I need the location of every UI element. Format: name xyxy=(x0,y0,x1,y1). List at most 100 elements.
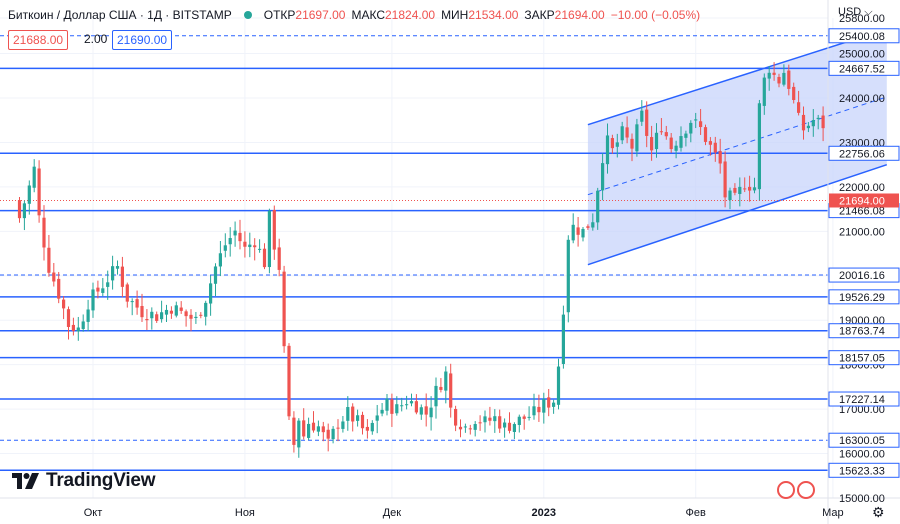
candle-body xyxy=(654,132,659,150)
candle-body xyxy=(439,386,443,390)
candle-body xyxy=(605,135,610,165)
candle-body xyxy=(331,428,335,440)
candle-body xyxy=(253,245,257,248)
current-price-label: 21694.00 xyxy=(839,195,885,207)
candle-body xyxy=(194,316,198,319)
candle-body xyxy=(62,299,66,309)
symbol-header: Биткоин / Доллар США · 1Д · BITSTAMP ОТК… xyxy=(8,8,700,22)
candle-body xyxy=(596,190,600,223)
candle-body xyxy=(17,200,22,219)
candle-body xyxy=(174,305,178,316)
candle-body xyxy=(552,402,556,407)
candle-body xyxy=(351,406,355,422)
x-tick-label: Фев xyxy=(686,507,706,519)
candle-body xyxy=(223,245,227,251)
candle-body xyxy=(292,417,296,445)
candle-body xyxy=(346,407,350,421)
candle-body xyxy=(488,417,492,421)
channel-lower-line xyxy=(587,163,888,266)
low-value: 21534.00 xyxy=(468,8,519,22)
horizontal-levels[interactable] xyxy=(0,35,828,472)
candle-body xyxy=(106,282,110,287)
tradingview-logo-icon xyxy=(12,473,39,489)
y-tick-label: 22000.00 xyxy=(839,182,885,194)
candle-body xyxy=(47,247,51,273)
current-price-tag xyxy=(829,193,899,208)
candle-body xyxy=(816,117,820,120)
x-tick-label: Окт xyxy=(84,507,103,519)
candle-body xyxy=(297,420,301,448)
candle-body xyxy=(76,327,80,332)
sell-price-button[interactable]: 21688.00 xyxy=(8,30,69,50)
candle-body xyxy=(248,244,252,248)
candle-body xyxy=(532,406,536,416)
candle-body xyxy=(429,407,433,418)
currency-label: USD xyxy=(838,6,862,18)
candle-body xyxy=(243,241,247,247)
candle-body xyxy=(228,238,232,245)
candle-body xyxy=(777,76,781,84)
open-label: ОТКР xyxy=(263,8,296,22)
close-value: 21694.00 xyxy=(554,8,605,22)
candle-body xyxy=(218,253,222,267)
candle-body xyxy=(160,312,164,320)
candle-body xyxy=(566,239,570,313)
candle-body xyxy=(454,408,458,426)
candle-body xyxy=(738,186,742,194)
candle-body xyxy=(395,404,399,414)
candle-body xyxy=(321,426,325,433)
candle-body xyxy=(586,226,590,228)
candle-body xyxy=(258,248,262,250)
candle-body xyxy=(522,416,526,419)
currency-selector[interactable]: USD ⌵ xyxy=(838,6,873,19)
candle-body xyxy=(238,232,242,242)
candle-body xyxy=(547,397,551,408)
candle-body xyxy=(57,278,61,299)
level-price-label: 16300.05 xyxy=(839,435,885,447)
candle-body xyxy=(409,401,414,404)
gear-icon[interactable]: ⚙ xyxy=(872,504,885,520)
candle-body xyxy=(444,371,448,391)
price-channel[interactable] xyxy=(587,28,888,266)
candle-body xyxy=(179,307,183,311)
candle-body xyxy=(130,301,134,303)
candle-body xyxy=(772,72,776,75)
candle-body xyxy=(336,427,340,429)
candle-body xyxy=(601,163,605,191)
candle-body xyxy=(390,399,394,414)
level-price-tag xyxy=(828,289,900,305)
candle-body xyxy=(498,416,502,429)
channel-mid-line xyxy=(587,96,887,196)
candle-body xyxy=(277,247,281,270)
candle-body xyxy=(189,314,193,319)
time-axis[interactable]: ОктНояДек2023ФевМар17 xyxy=(84,507,900,519)
level-price-label: 18157.05 xyxy=(839,353,885,365)
high-label: МАКС xyxy=(351,8,385,22)
candle-body xyxy=(341,421,345,429)
candle-body xyxy=(405,404,409,406)
buy-price-button[interactable]: 21690.00 xyxy=(112,30,173,50)
candle-body xyxy=(723,161,727,198)
symbol-title[interactable]: Биткоин / Доллар США · 1Д · BITSTAMP xyxy=(8,8,232,22)
candle-body xyxy=(184,311,188,317)
candle-body xyxy=(733,187,737,193)
low-label: МИН xyxy=(441,8,469,22)
level-price-tag xyxy=(828,350,900,366)
candle-body xyxy=(81,321,85,329)
candle-body xyxy=(576,227,580,235)
candle-body xyxy=(213,266,218,284)
candle-body xyxy=(483,416,487,423)
candle-body xyxy=(625,127,629,138)
candle-body xyxy=(679,136,683,148)
candle-body xyxy=(517,416,521,425)
candle-body xyxy=(262,248,267,268)
us-flag-icon[interactable] xyxy=(797,481,815,499)
us-flag-icon[interactable] xyxy=(777,481,795,499)
candle-body xyxy=(512,424,516,432)
candle-body xyxy=(708,141,712,145)
y-tick-label: 25000.00 xyxy=(839,49,885,61)
candle-body xyxy=(125,284,129,302)
candle-body xyxy=(385,398,389,411)
